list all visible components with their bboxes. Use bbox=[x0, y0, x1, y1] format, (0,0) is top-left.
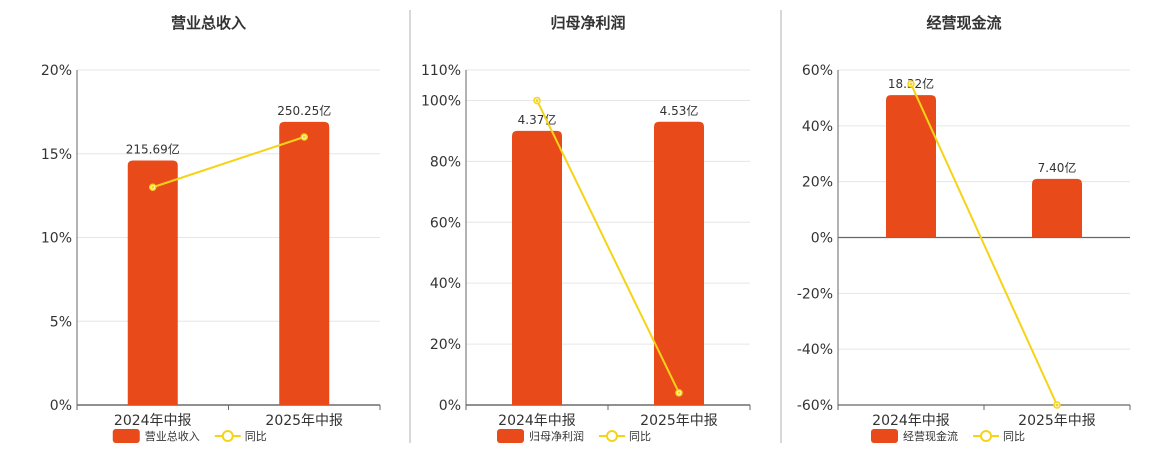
y-tick-label: 15% bbox=[41, 147, 72, 163]
legend-bar-label: 营业总收入 bbox=[145, 429, 200, 443]
y-tick-label: -60% bbox=[797, 398, 833, 414]
x-tick-label: 2024年中报 bbox=[114, 413, 192, 429]
legend-bar-swatch bbox=[112, 429, 140, 443]
y-tick-label: 110% bbox=[421, 63, 461, 79]
series-line bbox=[152, 136, 305, 189]
y-tick-label: 0% bbox=[811, 231, 833, 247]
line-point-core bbox=[677, 391, 681, 395]
x-tick-label: 2025年中报 bbox=[640, 413, 718, 429]
y-tick-label: -20% bbox=[797, 286, 833, 302]
series-line bbox=[910, 83, 1058, 406]
x-tick-label: 2025年中报 bbox=[265, 413, 343, 429]
chart-title: 经营现金流 bbox=[926, 14, 1001, 32]
bar bbox=[127, 160, 178, 405]
y-tick-label: 80% bbox=[430, 154, 461, 170]
y-tick-label: 5% bbox=[50, 314, 72, 330]
y-tick-label: 20% bbox=[41, 63, 72, 79]
y-tick-label: 60% bbox=[430, 215, 461, 231]
y-tick-label: 40% bbox=[430, 276, 461, 292]
legend-line-marker bbox=[221, 430, 234, 442]
bar-value-label: 215.69亿 bbox=[126, 141, 180, 156]
y-tick-label: 60% bbox=[802, 63, 833, 79]
bar-value-label: 4.37亿 bbox=[518, 112, 557, 127]
line-point-core bbox=[302, 135, 306, 139]
bar bbox=[512, 130, 562, 405]
bar bbox=[886, 95, 936, 238]
legend-bar-label: 经营现金流 bbox=[903, 429, 958, 443]
bar-value-label: 4.53亿 bbox=[660, 103, 699, 118]
legend-line-label: 同比 bbox=[1003, 430, 1025, 443]
chart-title: 归母净利润 bbox=[550, 14, 625, 32]
y-tick-label: 40% bbox=[802, 119, 833, 135]
series-line bbox=[536, 100, 680, 394]
legend-bar-swatch bbox=[497, 429, 524, 443]
legend-line-label: 同比 bbox=[245, 430, 267, 443]
x-tick-label: 2024年中报 bbox=[872, 413, 950, 429]
y-tick-label: 20% bbox=[430, 337, 461, 353]
legend-bar-swatch bbox=[871, 429, 898, 443]
line-point-core bbox=[909, 82, 913, 86]
bar bbox=[1032, 178, 1082, 238]
y-tick-label: 0% bbox=[439, 398, 461, 414]
y-tick-label: 0% bbox=[50, 398, 72, 414]
y-tick-label: 100% bbox=[421, 93, 461, 109]
line-point-core bbox=[1055, 403, 1059, 407]
bar bbox=[654, 121, 704, 405]
legend-line-label: 同比 bbox=[629, 430, 651, 443]
legend-line-marker bbox=[606, 430, 618, 442]
line-point-core bbox=[535, 98, 539, 102]
legend-line-marker bbox=[980, 430, 992, 442]
line-point-core bbox=[151, 185, 155, 189]
y-tick-label: -40% bbox=[797, 342, 833, 358]
bar-value-label: 7.40亿 bbox=[1038, 160, 1077, 175]
bar bbox=[279, 121, 330, 406]
x-tick-label: 2025年中报 bbox=[1018, 413, 1096, 429]
y-tick-label: 10% bbox=[41, 231, 72, 247]
x-tick-label: 2024年中报 bbox=[498, 413, 576, 429]
bar-value-label: 250.25亿 bbox=[277, 103, 331, 118]
y-tick-label: 20% bbox=[802, 175, 833, 191]
legend-bar-label: 归母净利润 bbox=[529, 429, 584, 443]
chart-title: 营业总收入 bbox=[171, 14, 246, 32]
